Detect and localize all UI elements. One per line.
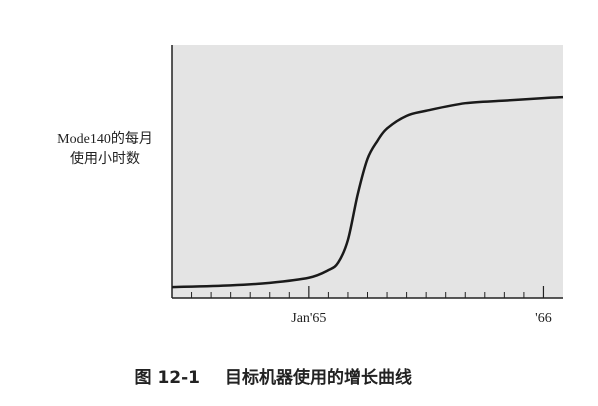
figure-title: 目标机器使用的增长曲线 <box>225 367 412 388</box>
y-axis-label: 使用小时数 <box>70 150 140 167</box>
figure-number: 图 12-1 <box>135 368 200 388</box>
y-axis-label: Mode140的每月 <box>57 131 153 147</box>
x-tick-label: Jan'65 <box>291 311 326 326</box>
plot-area <box>172 45 563 298</box>
line-series <box>171 95 564 289</box>
x-tick-label: '66 <box>535 311 552 326</box>
